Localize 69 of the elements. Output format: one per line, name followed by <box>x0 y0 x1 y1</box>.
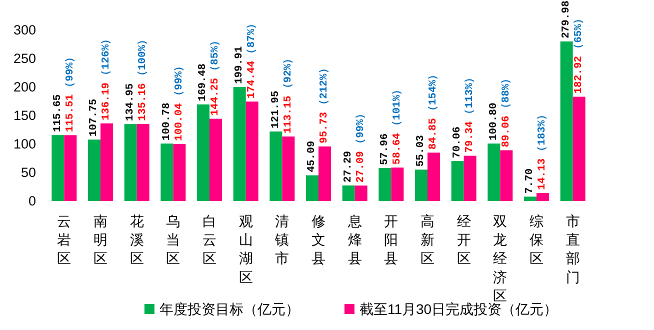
legend-label: 截至11月30日完成投资（亿元） <box>359 301 558 317</box>
x-tick: 开阳县 <box>384 213 398 266</box>
data-label: 113.15 <box>282 96 294 134</box>
data-label: 107.75 <box>88 98 100 137</box>
data-label: 27.09 <box>355 151 368 183</box>
data-label: 135.16 <box>137 83 150 121</box>
x-tick: 云岩区 <box>57 213 72 266</box>
x-tick: 双龙经济区 <box>493 213 508 304</box>
x-tick: 乌当区 <box>166 213 180 266</box>
data-label: 57.96 <box>378 133 391 165</box>
data-label: 115.65 <box>52 94 64 132</box>
data-label: 7.70 <box>524 168 536 194</box>
data-label: 199.91 <box>234 46 246 84</box>
data-label: 134.95 <box>124 83 137 122</box>
annotation: （85%） <box>210 35 222 76</box>
annotation: （101%） <box>391 84 404 132</box>
annotation: （126%） <box>100 33 113 81</box>
x-tick: 息烽县 <box>348 213 362 266</box>
x-tick: 高新区 <box>420 213 434 266</box>
annotation: （212%） <box>318 62 331 110</box>
x-tick: 综保区 <box>530 213 544 266</box>
data-label: 169.48 <box>197 64 210 102</box>
x-tick: 清镇市 <box>275 213 290 266</box>
data-label: 100.04 <box>173 103 186 141</box>
data-label: 121.95 <box>270 90 282 128</box>
legend-label: 年度投资目标（亿元） <box>159 301 300 317</box>
data-label: 174.44 <box>246 60 258 99</box>
data-label: 100.80 <box>488 102 500 141</box>
annotation: （154%） <box>428 68 440 116</box>
data-label: 95.73 <box>318 112 331 144</box>
annotation: （183%） <box>536 109 549 156</box>
data-label: 279.98 <box>560 0 573 38</box>
x-tick: 市直部门 <box>566 213 580 285</box>
data-label: 89.06 <box>500 116 512 148</box>
annotation: （99%） <box>64 51 76 92</box>
data-label: 70.06 <box>452 126 464 158</box>
data-label: 79.34 <box>464 121 476 153</box>
data-label: 182.92 <box>573 56 586 94</box>
data-label: 84.85 <box>428 118 440 150</box>
data-label: 115.51 <box>64 94 76 132</box>
data-label: 100.78 <box>160 102 173 141</box>
data-label: 144.25 <box>210 78 222 116</box>
y-tick: 0 <box>28 194 36 208</box>
y-tick: 200 <box>13 80 36 94</box>
annotation: （113%） <box>464 72 476 120</box>
data-label: 27.29 <box>342 150 355 182</box>
annotation: （92%） <box>282 52 294 94</box>
x-tick: 观山湖区 <box>238 213 253 285</box>
annotation: （99%） <box>173 60 186 102</box>
annotation: （99%） <box>355 108 368 150</box>
y-tick: 50 <box>20 165 36 180</box>
y-tick: 250 <box>13 51 36 66</box>
data-label: 14.13 <box>536 158 549 190</box>
data-label: 55.03 <box>415 135 428 167</box>
data-label: 58.64 <box>391 133 404 165</box>
data-label: 136.19 <box>100 82 113 120</box>
x-tick: 修文县 <box>312 213 326 266</box>
annotation: （88%） <box>500 72 512 114</box>
x-tick: 白云区 <box>202 213 216 266</box>
data-label: 45.09 <box>306 140 318 172</box>
y-tick: 300 <box>13 22 36 38</box>
x-tick: 南明区 <box>94 213 108 266</box>
x-tick: 花溪区 <box>130 213 144 266</box>
annotation: （65%） <box>573 13 586 54</box>
annotation: （87%） <box>246 18 258 59</box>
x-tick: 经开区 <box>456 213 471 266</box>
annotation: （100%） <box>137 34 150 82</box>
y-tick: 150 <box>13 108 36 123</box>
y-tick: 100 <box>13 136 36 152</box>
